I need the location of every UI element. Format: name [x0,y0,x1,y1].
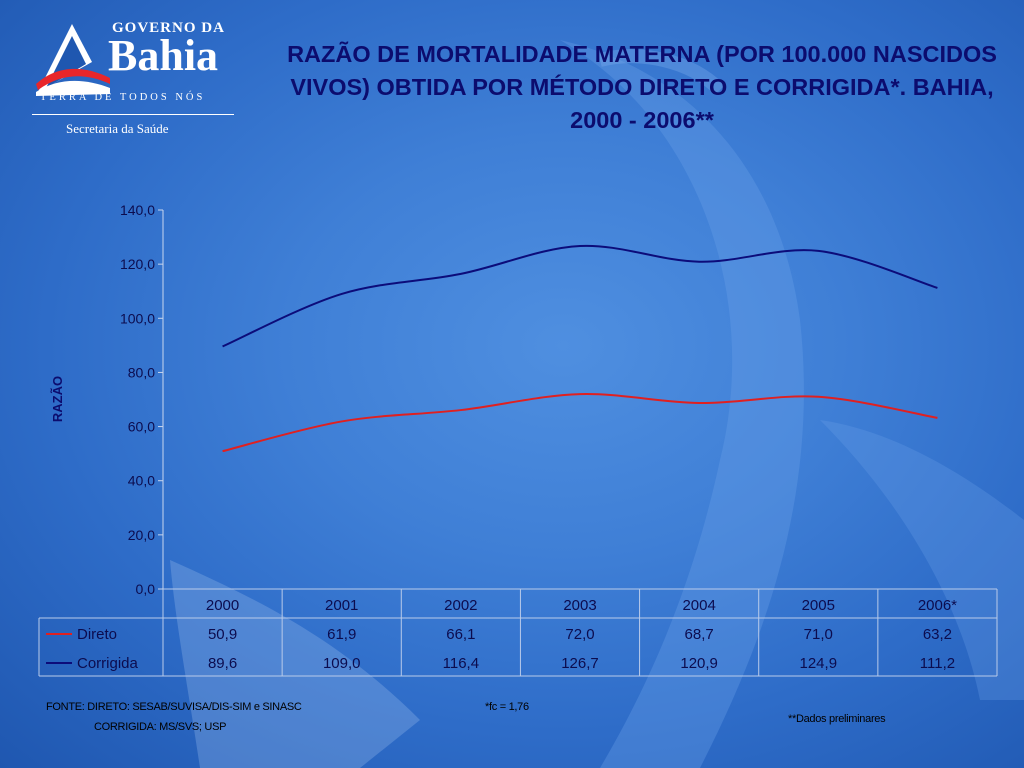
series-line-corrigida [222,244,938,348]
y-tick-label: 0,0 [136,581,156,597]
x-category-label: 2004 [682,597,715,614]
table-value-corrigida: 89,6 [208,655,237,672]
table-value-direto: 68,7 [685,626,714,643]
x-category-label: 2000 [206,597,239,614]
table-value-direto: 61,9 [327,626,356,643]
logo-main-text: Bahia [108,31,219,80]
table-value-direto: 72,0 [565,626,594,643]
y-tick-label: 120,0 [120,256,155,272]
table-value-direto: 63,2 [923,626,952,643]
table-value-corrigida: 111,2 [920,655,955,672]
x-category-label: 2001 [325,597,358,614]
table-value-direto: 66,1 [446,626,475,643]
preliminary-note: **Dados preliminares [788,713,886,725]
table-value-direto: 71,0 [804,626,833,643]
logo-top-text: GOVERNO DA [112,20,225,36]
y-tick-label: 60,0 [128,419,155,435]
table-value-corrigida: 120,9 [680,655,718,672]
x-category-label: 2005 [802,597,835,614]
y-tick-label: 140,0 [120,202,155,218]
source-line-2: CORRIGIDA: MS/SVS; USP [94,721,227,733]
logo-department: Secretaria da Saúde [66,121,169,136]
table-value-corrigida: 126,7 [561,655,599,672]
logo-emblem-icon [36,24,110,96]
legend-label-corrigida: Corrigida [77,655,139,672]
legend-label-direto: Direto [77,626,117,643]
chart-title: RAZÃO DE MORTALIDADE MATERNA (POR 100.00… [287,41,997,133]
logo-divider [32,114,234,115]
table-value-corrigida: 116,4 [443,655,479,672]
y-tick-label: 40,0 [128,473,155,489]
governo-bahia-logo: GOVERNO DA Bahia TERRA DE TODOS NÓS Secr… [28,14,238,142]
source-line-1: FONTE: DIRETO: SESAB/SUVISA/DIS-SIM e SI… [46,701,302,713]
y-axis-title: RAZÃO [50,376,65,422]
series-line-direto [222,393,938,453]
x-category-label: 2006* [918,597,957,614]
y-tick-label: 20,0 [128,527,155,543]
y-tick-label: 100,0 [120,310,155,326]
table-value-direto: 50,9 [208,626,237,643]
logo-tagline: TERRA DE TODOS NÓS [40,92,206,103]
factor-note: *fc = 1,76 [485,701,529,713]
x-category-label: 2003 [563,597,596,614]
x-category-label: 2002 [444,597,477,614]
table-value-corrigida: 124,9 [800,655,838,672]
table-value-corrigida: 109,0 [323,655,361,672]
y-tick-label: 80,0 [128,364,155,380]
